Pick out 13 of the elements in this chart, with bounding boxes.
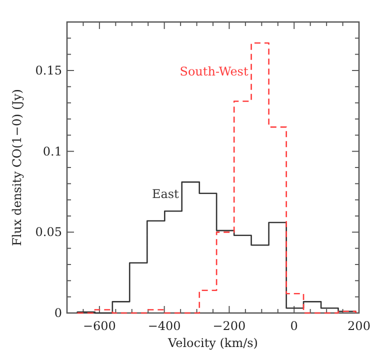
y-tick-label: 0.15: [35, 64, 62, 78]
x-axis-title: Velocity (km/s): [167, 336, 258, 350]
x-tick-label: −600: [82, 319, 116, 333]
x-tick-label: 0: [290, 319, 298, 333]
x-tick-label: −200: [212, 319, 246, 333]
x-tick-label: 200: [348, 319, 370, 333]
y-axis-title: Flux density CO(1−0) (Jy): [10, 89, 24, 246]
x-tick-label: −400: [148, 319, 181, 333]
series-label: South-West: [180, 64, 248, 78]
y-tick-label: 0: [54, 306, 62, 320]
y-tick-label: 0.1: [42, 144, 62, 158]
y-tick-label: 0.05: [35, 225, 62, 240]
series-label: East: [152, 186, 180, 201]
